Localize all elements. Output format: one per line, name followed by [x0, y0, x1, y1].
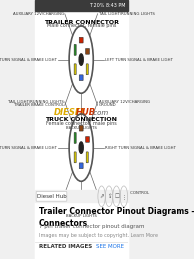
Text: .com: .com: [91, 110, 108, 116]
FancyBboxPatch shape: [79, 37, 83, 43]
FancyBboxPatch shape: [74, 45, 76, 55]
FancyBboxPatch shape: [79, 125, 83, 131]
FancyBboxPatch shape: [74, 64, 76, 75]
Text: TAIL LIGHT/RUNNING LIGHTS: TAIL LIGHT/RUNNING LIGHTS: [99, 12, 154, 16]
Text: BACKUP LIGHTS: BACKUP LIGHTS: [66, 214, 97, 218]
FancyBboxPatch shape: [86, 48, 89, 54]
Text: BACKUP LIGHTS: BACKUP LIGHTS: [66, 126, 97, 130]
Text: RELATED IMAGES: RELATED IMAGES: [38, 243, 92, 249]
Text: TRAILER BRAKE CONTROL: TRAILER BRAKE CONTROL: [14, 103, 64, 107]
Text: TRUCK CONNECTION: TRUCK CONNECTION: [45, 117, 117, 122]
Bar: [35, 0, 128, 11]
Text: SEE MORE: SEE MORE: [96, 243, 124, 249]
Text: ⇪: ⇪: [107, 194, 111, 199]
Bar: [35, 190, 128, 202]
Text: LEFT TURN SIGNAL & BRAKE LIGHT: LEFT TURN SIGNAL & BRAKE LIGHT: [0, 146, 57, 150]
Text: ☐: ☐: [114, 194, 119, 199]
Text: T 20% 8:43 PM: T 20% 8:43 PM: [89, 3, 126, 8]
Bar: [35, 202, 128, 259]
FancyBboxPatch shape: [79, 75, 83, 81]
Text: GROUND: GROUND: [46, 191, 64, 195]
Text: Diesel Hub: Diesel Hub: [37, 194, 66, 199]
Text: Female connector, male pins: Female connector, male pins: [46, 120, 117, 126]
FancyBboxPatch shape: [86, 136, 89, 142]
Text: TRAILER CONNECTOR: TRAILER CONNECTOR: [44, 19, 119, 25]
Text: AUXILIARY 12V/CHARGING: AUXILIARY 12V/CHARGING: [99, 100, 150, 104]
Text: Trailer Connector Pinout Diagrams - 4, 6, & 7 Pin
Connectors: Trailer Connector Pinout Diagrams - 4, 6…: [38, 207, 194, 228]
FancyBboxPatch shape: [74, 152, 76, 163]
FancyBboxPatch shape: [79, 163, 83, 169]
FancyBboxPatch shape: [86, 152, 88, 163]
Text: ⋮: ⋮: [121, 194, 127, 199]
FancyBboxPatch shape: [86, 64, 88, 75]
Text: HUB: HUB: [76, 108, 96, 117]
Circle shape: [79, 54, 83, 65]
FancyBboxPatch shape: [36, 191, 67, 201]
Text: DIESEL: DIESEL: [54, 108, 87, 117]
Text: RIGHT TURN SIGNAL & BRAKE LIGHT: RIGHT TURN SIGNAL & BRAKE LIGHT: [0, 57, 57, 62]
Circle shape: [79, 142, 83, 153]
Text: GROUND: GROUND: [99, 103, 116, 107]
Text: ⇗: ⇗: [99, 194, 104, 199]
FancyBboxPatch shape: [74, 133, 76, 143]
Text: Images may be subject to copyright. Learn More: Images may be subject to copyright. Lear…: [38, 233, 158, 238]
Text: RIGHT TURN SIGNAL & BRAKE LIGHT: RIGHT TURN SIGNAL & BRAKE LIGHT: [105, 146, 176, 150]
Text: AUXILIARY 12V/CHARGING: AUXILIARY 12V/CHARGING: [13, 12, 64, 16]
Text: TRAILER BRAKE CONTROL: TRAILER BRAKE CONTROL: [99, 191, 149, 195]
Text: 7 pin trailer connector pinout diagram: 7 pin trailer connector pinout diagram: [38, 224, 144, 229]
Text: TAIL LIGHT/RUNNING LIGHTS: TAIL LIGHT/RUNNING LIGHTS: [8, 100, 64, 104]
Text: LEFT TURN SIGNAL & BRAKE LIGHT: LEFT TURN SIGNAL & BRAKE LIGHT: [105, 57, 173, 62]
Text: Male connector, female pins: Male connector, female pins: [47, 23, 116, 28]
